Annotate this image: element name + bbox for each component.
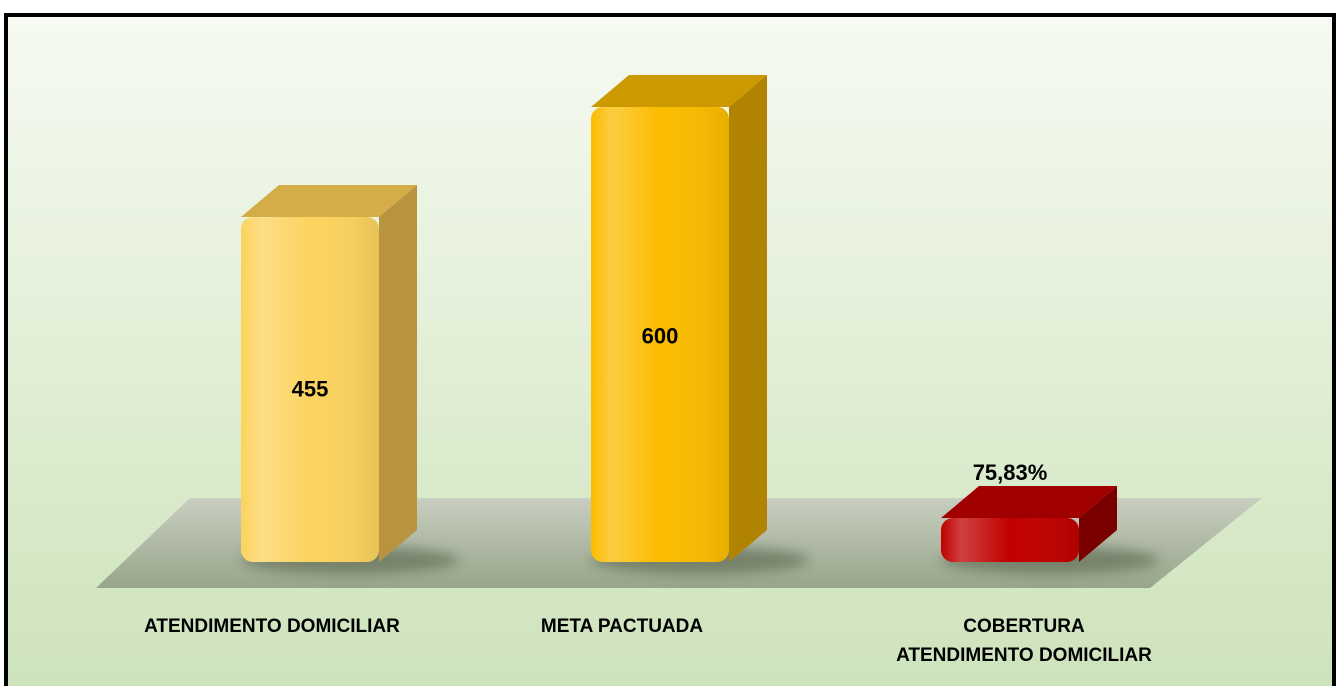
- data-label-3: 75,83%: [973, 460, 1048, 485]
- data-label-2: 600: [642, 324, 679, 349]
- bar-2: [591, 75, 809, 574]
- bar-top-face: [941, 486, 1117, 518]
- labels-layer: 455 ATENDIMENTO DOMICILIAR 600 META PACTUAD…: [144, 324, 1152, 666]
- bar-top-face: [241, 184, 417, 217]
- category-label-1: ATENDIMENTO DOMICILIAR: [144, 616, 400, 637]
- data-label-1: 455: [292, 376, 329, 401]
- bar-side-face: [379, 184, 417, 563]
- bar-highlight: [941, 518, 1079, 562]
- bar-top-face: [591, 75, 767, 107]
- category-label-3-line-2: ATENDIMENTO DOMICILIAR: [896, 645, 1152, 666]
- bars-layer: [241, 75, 1159, 574]
- bar-side-face: [729, 75, 767, 562]
- bar-3: [941, 486, 1159, 574]
- bar-1: [241, 184, 459, 574]
- category-label-2: META PACTUADA: [541, 616, 703, 637]
- bar-highlight: [591, 107, 729, 562]
- category-label-3-line-1: COBERTURA: [963, 616, 1085, 637]
- bar-highlight: [241, 216, 379, 563]
- bar-side-face: [1079, 486, 1117, 562]
